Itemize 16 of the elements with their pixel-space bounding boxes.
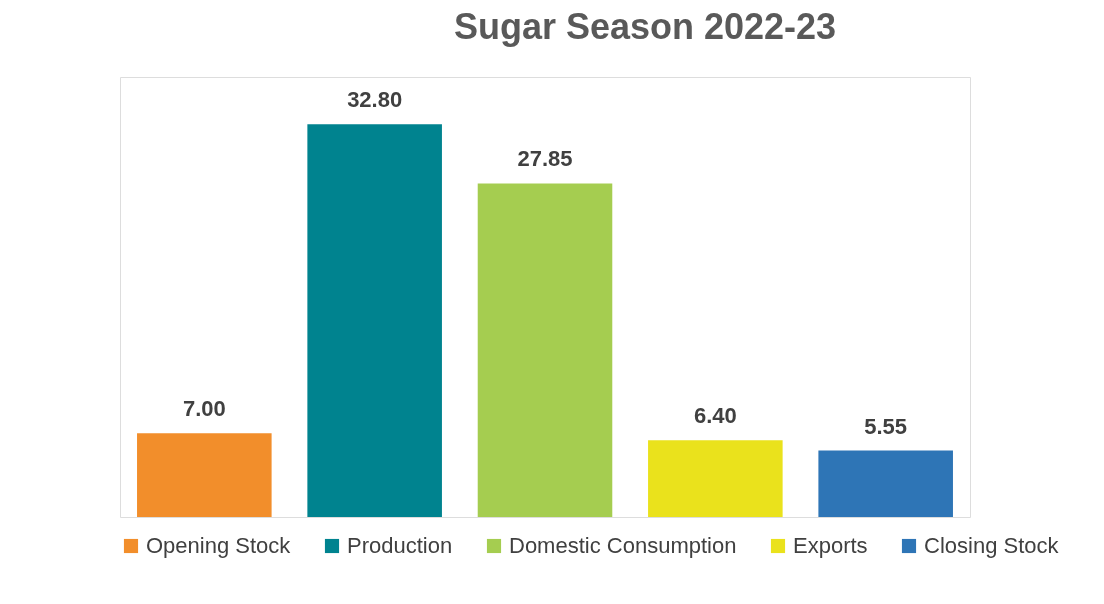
bar xyxy=(307,124,442,517)
data-label: 5.55 xyxy=(864,413,908,439)
legend-label: Opening Stock xyxy=(146,533,292,558)
data-label: 7.00 xyxy=(182,396,226,422)
legend-label: Domestic Consumption xyxy=(509,533,737,558)
bar xyxy=(648,440,783,517)
data-label: 27.85 xyxy=(517,146,573,172)
chart-title: Sugar Season 2022-23 xyxy=(453,6,837,47)
legend-label: Exports xyxy=(793,533,868,558)
bar xyxy=(137,433,272,517)
bar xyxy=(477,183,613,517)
data-label: 32.80 xyxy=(347,87,403,113)
legend-label: Closing Stock xyxy=(924,533,1060,558)
data-label: 6.40 xyxy=(693,403,737,429)
legend-label: Production xyxy=(347,533,453,558)
bar xyxy=(818,450,953,517)
